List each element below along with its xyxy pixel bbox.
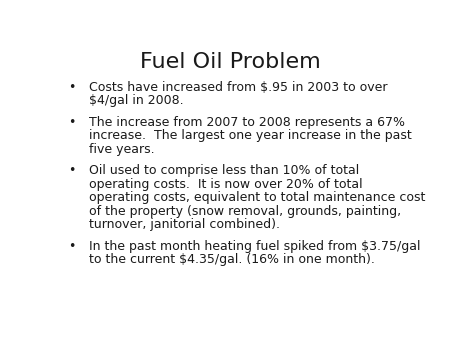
Text: Fuel Oil Problem: Fuel Oil Problem [140, 52, 321, 72]
Text: •: • [68, 116, 76, 129]
Text: $4/gal in 2008.: $4/gal in 2008. [90, 94, 184, 107]
Text: five years.: five years. [90, 143, 155, 156]
Text: turnover, janitorial combined).: turnover, janitorial combined). [90, 218, 280, 231]
Text: The increase from 2007 to 2008 represents a 67%: The increase from 2007 to 2008 represent… [90, 116, 405, 129]
Text: of the property (snow removal, grounds, painting,: of the property (snow removal, grounds, … [90, 205, 401, 218]
Text: •: • [68, 240, 76, 253]
Text: •: • [68, 81, 76, 94]
Text: operating costs, equivalent to total maintenance cost: operating costs, equivalent to total mai… [90, 191, 426, 204]
Text: In the past month heating fuel spiked from $3.75/gal: In the past month heating fuel spiked fr… [90, 240, 421, 253]
Text: Costs have increased from $.95 in 2003 to over: Costs have increased from $.95 in 2003 t… [90, 81, 388, 94]
Text: Oil used to comprise less than 10% of total: Oil used to comprise less than 10% of to… [90, 164, 360, 177]
Text: operating costs.  It is now over 20% of total: operating costs. It is now over 20% of t… [90, 178, 363, 191]
Text: increase.  The largest one year increase in the past: increase. The largest one year increase … [90, 129, 412, 142]
Text: to the current $4.35/gal. (16% in one month).: to the current $4.35/gal. (16% in one mo… [90, 253, 375, 266]
Text: •: • [68, 164, 76, 177]
